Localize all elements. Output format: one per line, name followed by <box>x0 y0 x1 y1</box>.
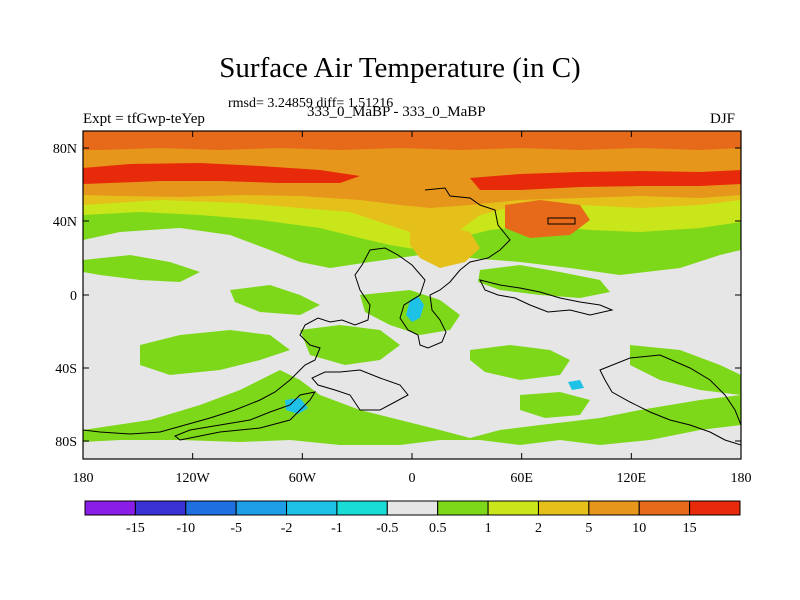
y-tick-label: 80S <box>55 435 77 450</box>
colorbar-label: 10 <box>632 521 646 536</box>
green-band-south <box>83 370 741 445</box>
colorbar-swatch <box>185 500 237 516</box>
colorbar-label: -5 <box>230 521 242 536</box>
x-tick-label: 180 <box>73 471 94 486</box>
stats-subtitle: rmsd= 3.24859 diff= 1.51216 <box>228 96 394 111</box>
continent-outlines <box>83 187 741 446</box>
colorbar-swatch <box>84 500 136 516</box>
colorbar-swatch <box>134 500 187 516</box>
x-tick-label: 120E <box>617 471 647 486</box>
y-tick-label: 40N <box>53 215 77 230</box>
colorbar-swatch <box>386 500 439 516</box>
colorbar-label: 2 <box>535 521 542 536</box>
outline-south-block <box>174 391 317 441</box>
outline-east-continent <box>599 354 741 446</box>
colorbar-swatch <box>638 500 691 516</box>
colorbar-label: 5 <box>585 521 592 536</box>
green-patch-south-pacific <box>300 325 400 365</box>
colorbar-label: 15 <box>683 521 697 536</box>
colorbar-swatch <box>689 500 741 516</box>
y-tick-label: 0 <box>70 289 77 304</box>
red-band-east <box>470 170 741 190</box>
cyan-patch-atlantic <box>406 296 424 322</box>
green-patch-tropics-east <box>478 265 610 298</box>
x-tick-label: 0 <box>409 471 416 486</box>
outline-asia-box <box>547 217 576 225</box>
x-tick-label: 120W <box>176 471 211 486</box>
x-tick-label: 60W <box>289 471 317 486</box>
orange-band-arctic <box>83 131 741 208</box>
green-patch-tropics-west <box>230 285 320 315</box>
colorbar-swatch <box>235 500 288 516</box>
outline-eurasia <box>83 187 511 435</box>
cyan-patch-south-atlantic <box>285 398 308 414</box>
season-label: DJF <box>710 111 736 127</box>
colorbar-swatch <box>336 500 388 516</box>
colorbar-label: 1 <box>485 521 492 536</box>
colorbar-label: -1 <box>331 521 343 536</box>
gold-patch-europe <box>410 225 480 268</box>
red-band-west <box>83 163 360 184</box>
green-patch-indian-ocean <box>470 345 570 380</box>
green-patch-east <box>630 345 741 395</box>
y-tick-label: 40S <box>55 362 77 377</box>
green-patch-north-pacific <box>83 255 200 282</box>
x-tick-label: 60E <box>510 471 533 486</box>
green-patch-mid-south <box>520 392 590 418</box>
y-axis: 80N 40N 0 40S 80S <box>53 142 741 450</box>
x-tick-label: 180 <box>731 471 752 486</box>
temperature-field <box>83 131 741 459</box>
run-comparison-label: 333_0_MaBP - 333_0_MaBP <box>307 104 486 120</box>
colorbar: -15 -10 -5 -2 -1 -0.5 0.5 1 2 5 10 15 <box>84 500 741 536</box>
y-tick-label: 80N <box>53 142 77 157</box>
colorbar-swatch <box>437 500 489 516</box>
experiment-label: Expt = tfGwp-teYep <box>83 111 205 127</box>
colorbar-swatch <box>487 500 539 516</box>
colorbar-swatch <box>537 500 590 516</box>
light-orange-band-arctic <box>83 131 741 150</box>
colorbar-label: -15 <box>126 521 145 536</box>
colorbar-swatch <box>286 500 338 516</box>
outline-southern-continent <box>311 369 409 411</box>
outline-east-asia <box>479 279 614 316</box>
cyan-patch-indian <box>568 380 584 390</box>
colorbar-label: -0.5 <box>376 521 398 536</box>
gold-band-north <box>83 188 741 238</box>
colorbar-label: 0.5 <box>429 521 447 536</box>
colorbar-label: -10 <box>176 521 195 536</box>
colorbar-swatch <box>588 500 640 516</box>
x-axis: 180 120W 60W 0 60E 120E 180 <box>73 131 752 486</box>
map-title: Surface Air Temperature (in C) <box>219 52 581 84</box>
colorbar-label: -2 <box>281 521 293 536</box>
green-patch-south-america <box>140 330 290 375</box>
